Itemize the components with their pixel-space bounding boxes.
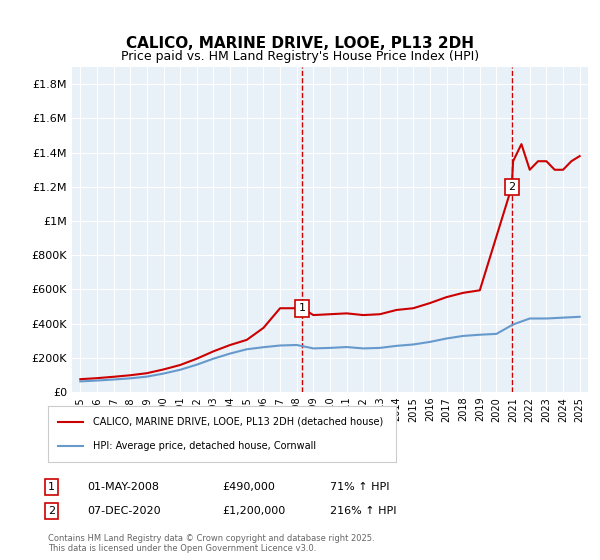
Text: HPI: Average price, detached house, Cornwall: HPI: Average price, detached house, Corn… — [93, 441, 316, 451]
Text: CALICO, MARINE DRIVE, LOOE, PL13 2DH (detached house): CALICO, MARINE DRIVE, LOOE, PL13 2DH (de… — [93, 417, 383, 427]
Text: £490,000: £490,000 — [222, 482, 275, 492]
Text: £1,200,000: £1,200,000 — [222, 506, 285, 516]
Text: Price paid vs. HM Land Registry's House Price Index (HPI): Price paid vs. HM Land Registry's House … — [121, 50, 479, 63]
Text: 07-DEC-2020: 07-DEC-2020 — [87, 506, 161, 516]
Text: 2: 2 — [508, 182, 515, 192]
Text: 216% ↑ HPI: 216% ↑ HPI — [330, 506, 397, 516]
Text: 01-MAY-2008: 01-MAY-2008 — [87, 482, 159, 492]
Text: 2: 2 — [48, 506, 55, 516]
Text: 71% ↑ HPI: 71% ↑ HPI — [330, 482, 389, 492]
Text: Contains HM Land Registry data © Crown copyright and database right 2025.
This d: Contains HM Land Registry data © Crown c… — [48, 534, 374, 553]
Text: 1: 1 — [48, 482, 55, 492]
Text: 1: 1 — [299, 303, 306, 313]
Text: CALICO, MARINE DRIVE, LOOE, PL13 2DH: CALICO, MARINE DRIVE, LOOE, PL13 2DH — [126, 36, 474, 52]
